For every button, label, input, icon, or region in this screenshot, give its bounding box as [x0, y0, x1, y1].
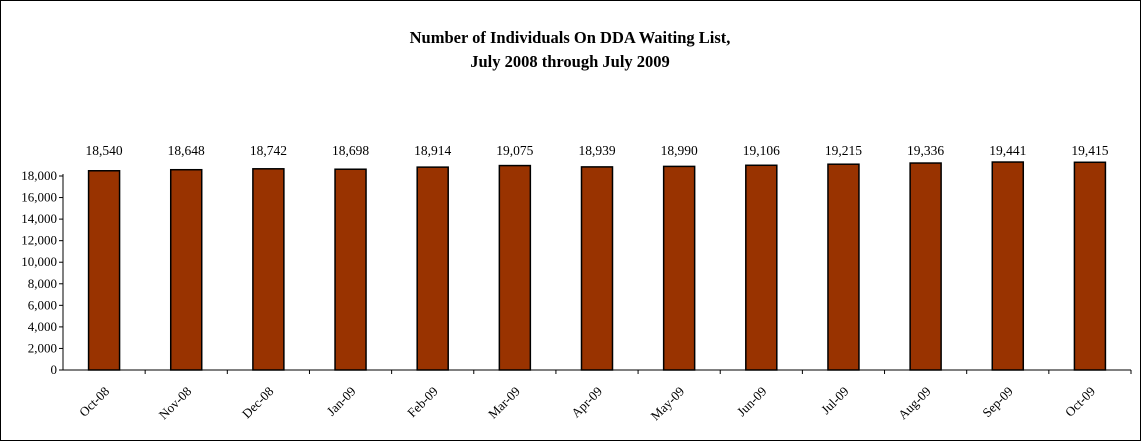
x-tick-label: Feb-09 [404, 384, 441, 421]
data-label: 18,698 [332, 143, 369, 158]
y-tick-label: 14,000 [21, 211, 57, 226]
data-label: 19,075 [496, 143, 533, 158]
data-label: 18,939 [578, 143, 615, 158]
x-tick-label: Sep-09 [979, 384, 1016, 421]
bar [827, 163, 860, 371]
bar [662, 165, 696, 371]
bar [909, 162, 942, 371]
x-tick-label: Jul-09 [818, 384, 852, 418]
x-tick-label: Aug-09 [895, 384, 934, 423]
y-tick-label: 2,000 [28, 340, 57, 355]
x-tick-label: Mar-09 [485, 384, 523, 422]
x-tick-label: Jan-09 [324, 384, 359, 419]
chart-title-line-1: Number of Individuals On DDA Waiting Lis… [410, 28, 731, 47]
data-label: 18,990 [661, 143, 698, 158]
x-tick-label: May-09 [648, 384, 688, 424]
x-axis: Oct-08 Nov-08 Dec-08 Jan-09 Feb-09 Mar-09 Apr-… [63, 369, 1132, 424]
data-label: 19,336 [907, 143, 944, 158]
bar [87, 170, 121, 371]
y-tick-label: 18,000 [21, 168, 57, 183]
bar [252, 168, 285, 371]
x-tick-label: Oct-09 [1062, 384, 1098, 420]
x-tick-label: Nov-08 [156, 384, 195, 423]
data-label: 19,441 [989, 143, 1026, 158]
data-label: 18,742 [250, 143, 287, 158]
y-tick-label: 4,000 [28, 319, 57, 334]
bar [169, 168, 203, 371]
x-tick-label: Oct-08 [76, 384, 112, 420]
y-axis: 0 2,000 4,000 6,000 8,000 10,000 12,000 14,000 1… [21, 168, 64, 377]
data-label: 18,914 [414, 143, 451, 158]
bar [580, 166, 614, 371]
data-labels: 18,540 18,648 18,742 18,698 18,914 19,075 18,9… [86, 143, 1109, 158]
data-label: 18,648 [168, 143, 205, 158]
y-tick-label: 12,000 [21, 233, 57, 248]
y-tick-label: 6,000 [28, 297, 57, 312]
bar [991, 161, 1025, 371]
x-tick-label: Jun-09 [734, 384, 770, 420]
bar [498, 164, 532, 371]
data-label: 19,215 [825, 143, 862, 158]
data-label: 19,415 [1071, 143, 1108, 158]
y-tick-label: 10,000 [21, 254, 57, 269]
bars [87, 161, 1107, 371]
data-label: 18,540 [86, 143, 123, 158]
y-tick-label: 0 [51, 362, 58, 377]
y-tick-label: 8,000 [28, 276, 57, 291]
bar [745, 164, 778, 371]
chart-title-line-2: July 2008 through July 2009 [470, 52, 670, 71]
data-label: 19,106 [743, 143, 780, 158]
bar [334, 168, 367, 371]
bar [416, 166, 449, 371]
y-tick-label: 16,000 [21, 190, 57, 205]
x-tick-label: Dec-08 [239, 384, 277, 422]
bar [1073, 161, 1107, 371]
x-tick-label: Apr-09 [568, 384, 605, 421]
